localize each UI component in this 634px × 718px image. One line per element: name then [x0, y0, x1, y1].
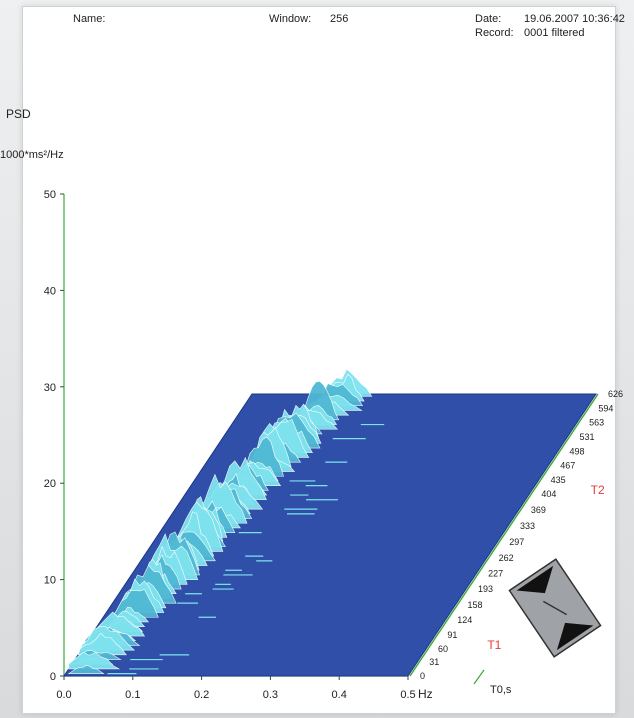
- time-tick-label: 60: [438, 644, 448, 654]
- x-tick-label: 0.4: [332, 689, 347, 701]
- y-tick-label: 30: [44, 382, 56, 394]
- y-axis-unit: 1000*ms²/Hz: [0, 149, 64, 161]
- time-axis-arrow: [473, 669, 485, 685]
- time-tick-label: 333: [520, 521, 535, 531]
- x-tick-label: 0.2: [194, 689, 209, 701]
- spectrum-ridge: [111, 589, 159, 618]
- time-tick-label: 124: [457, 615, 472, 625]
- date-value: 19.06.2007 10:36:42: [524, 13, 625, 25]
- arrow-up-icon: [516, 565, 554, 594]
- marker-t1: T1: [487, 638, 501, 652]
- time-tick-label: 626: [608, 389, 623, 399]
- time-tick-label: 467: [560, 461, 575, 471]
- window-label: Window:: [269, 13, 312, 25]
- time-tick-label: 0: [420, 671, 425, 681]
- x-tick-label: 0.5: [400, 689, 415, 701]
- record-value: 0001 filtered: [524, 27, 585, 39]
- date-label: Date:: [475, 13, 502, 25]
- x-axis-label: Hz: [418, 687, 433, 701]
- y-tick-label: 20: [44, 478, 56, 490]
- rotate-view-control[interactable]: [508, 558, 602, 658]
- time-tick-label: 297: [509, 537, 524, 547]
- time-tick-label: 404: [541, 489, 556, 499]
- x-tick-label: 0.1: [125, 689, 140, 701]
- time-tick-label: 531: [579, 432, 594, 442]
- time-tick-label: 158: [467, 600, 482, 610]
- time-tick-label: 369: [531, 505, 546, 515]
- time-tick-label: 435: [551, 475, 566, 485]
- spectrum-ridge: [67, 665, 105, 674]
- time-tick-label: 563: [589, 417, 604, 427]
- y-tick-label: 40: [44, 285, 56, 297]
- arrow-down-icon: [556, 622, 594, 651]
- time-tick-label: 498: [570, 447, 585, 457]
- time-tick-label: 31: [429, 657, 439, 667]
- time-tick-label: 91: [447, 630, 457, 640]
- marker-t2: T2: [591, 483, 605, 497]
- x-tick-label: 0.0: [56, 689, 71, 701]
- x-tick-label: 0.3: [263, 689, 278, 701]
- time-tick-label: 262: [499, 553, 514, 563]
- window-value: 256: [330, 13, 349, 25]
- time-tick-label: 227: [488, 569, 503, 579]
- rotate-line-icon: [542, 600, 568, 616]
- time-tick-label: 193: [478, 584, 493, 594]
- y-axis-label: PSD: [6, 107, 31, 121]
- spectrum-ridge: [68, 651, 121, 670]
- time-tick-label: 594: [598, 403, 613, 413]
- time-axis-line: [409, 393, 599, 677]
- z-axis-label: T0,s: [490, 684, 512, 696]
- y-tick-label: 50: [44, 189, 56, 201]
- name-label: Name:: [73, 13, 106, 25]
- spectrum-ridge: [77, 632, 127, 656]
- y-tick-label: 0: [50, 671, 56, 683]
- spectrum-base-plane: [63, 393, 597, 677]
- record-label: Record:: [475, 27, 514, 39]
- y-tick-label: 10: [44, 575, 56, 587]
